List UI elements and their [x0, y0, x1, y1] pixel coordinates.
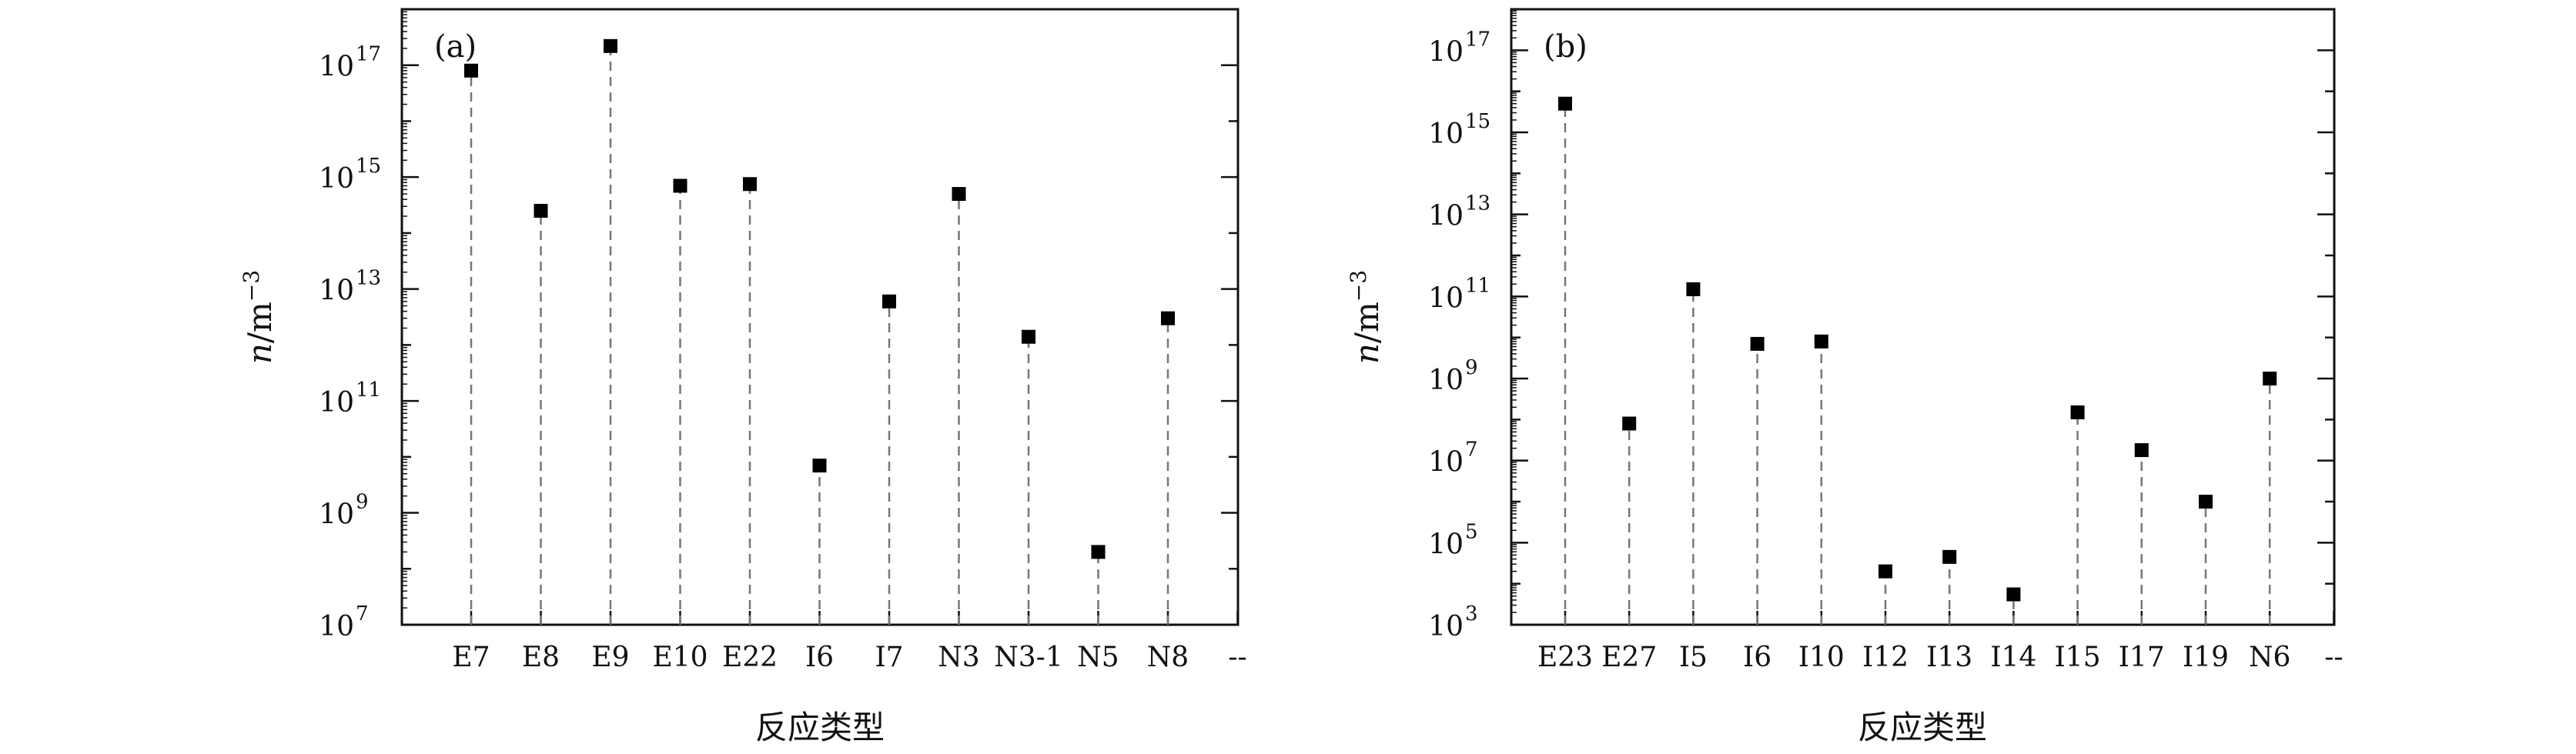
x-tick-label: I13	[1926, 642, 1972, 673]
y-tick-exponent: 13	[356, 267, 381, 290]
y-tick-label: 10	[319, 387, 354, 419]
y-axis-label: n/m−3	[1346, 270, 1387, 364]
x-tick-label: N3-1	[994, 642, 1062, 673]
y-tick-label: 10	[1428, 365, 1464, 396]
y-tick-exponent: 3	[1465, 602, 1478, 626]
x-tick-label: N5	[1077, 642, 1119, 673]
data-point	[464, 63, 478, 78]
y-axis-label-text: n/m−3	[1346, 270, 1387, 364]
y-tick-label: 10	[1428, 118, 1464, 150]
x-tick-label: I6	[805, 642, 834, 673]
data-point	[812, 459, 827, 473]
x-tick-label-trailing: --	[2324, 642, 2343, 673]
x-tick-label: E23	[1537, 642, 1593, 673]
y-tick-exponent: 11	[1465, 274, 1490, 297]
y-tick-label: 10	[1428, 447, 1464, 479]
x-tick-label: I17	[2119, 642, 2165, 673]
x-tick-label: I19	[2183, 642, 2229, 673]
y-tick-exponent: 7	[1465, 439, 1478, 462]
data-point	[1161, 311, 1175, 325]
data-point	[534, 203, 548, 218]
y-tick-exponent: 9	[1465, 356, 1478, 379]
x-tick-label: N6	[2249, 642, 2290, 673]
y-tick-exponent: 15	[356, 155, 381, 178]
y-tick-exponent: 13	[1465, 192, 1490, 215]
y-axis-label: n/m−3	[239, 270, 279, 364]
x-tick-label: E27	[1601, 642, 1657, 673]
data-point	[1022, 329, 1035, 344]
y-tick-label: 10	[1428, 282, 1464, 314]
data-point	[1622, 416, 1637, 431]
x-tick-label: N3	[938, 642, 979, 673]
y-tick-exponent: 5	[1465, 520, 1478, 543]
y-tick-exponent: 17	[356, 43, 381, 66]
x-tick-label: I7	[875, 642, 903, 673]
y-tick-label: 10	[1428, 529, 1464, 560]
x-tick-label: E22	[722, 642, 778, 673]
x-tick-label: N8	[1147, 642, 1189, 673]
x-tick-label: I5	[1679, 642, 1708, 673]
x-axis-label: 反应类型	[755, 709, 885, 746]
data-point	[2263, 372, 2277, 385]
y-tick-label: 10	[319, 275, 354, 307]
data-point	[2199, 495, 2213, 509]
panel-label: (a)	[434, 29, 477, 65]
data-point	[673, 178, 687, 193]
x-tick-label: I6	[1743, 642, 1771, 673]
x-tick-label: E9	[591, 642, 629, 673]
data-point	[882, 294, 896, 309]
y-tick-label: 10	[319, 499, 354, 531]
y-axis-label-text: n/m−3	[239, 270, 279, 364]
y-tick-label: 10	[1428, 611, 1464, 642]
x-tick-label: I10	[1798, 642, 1845, 673]
data-point	[2134, 443, 2149, 458]
data-point	[1750, 336, 1765, 351]
data-point	[604, 38, 617, 53]
data-point	[2070, 405, 2085, 419]
x-tick-label-trailing: --	[1228, 642, 1246, 673]
y-tick-exponent: 11	[356, 379, 381, 402]
y-tick-label: 10	[1428, 201, 1464, 232]
data-point	[1942, 549, 1957, 564]
data-point	[1878, 564, 1892, 579]
x-axis-label: 反应类型	[1858, 709, 1987, 746]
y-tick-label: 10	[319, 52, 354, 83]
x-tick-label: I15	[2055, 642, 2101, 673]
y-tick-exponent: 7	[356, 602, 369, 626]
data-point	[743, 177, 757, 192]
y-tick-label: 10	[319, 611, 354, 642]
x-tick-label: E10	[652, 642, 708, 673]
x-tick-label: I14	[1990, 642, 2036, 673]
data-point	[1558, 96, 1572, 111]
data-point	[2006, 587, 2021, 602]
x-tick-label: E7	[452, 642, 490, 673]
y-tick-label: 10	[319, 163, 354, 195]
y-tick-label: 10	[1428, 36, 1464, 68]
data-point	[1091, 545, 1106, 559]
y-tick-exponent: 9	[356, 491, 369, 514]
x-tick-label: E8	[522, 642, 560, 673]
y-tick-exponent: 17	[1465, 28, 1490, 51]
data-point	[1814, 334, 1828, 349]
data-point	[1686, 282, 1701, 296]
panel-label: (b)	[1544, 29, 1587, 65]
plot-frame	[1510, 8, 2336, 626]
y-tick-exponent: 15	[1465, 110, 1490, 133]
x-tick-label: I12	[1862, 642, 1909, 673]
data-point	[952, 187, 966, 202]
